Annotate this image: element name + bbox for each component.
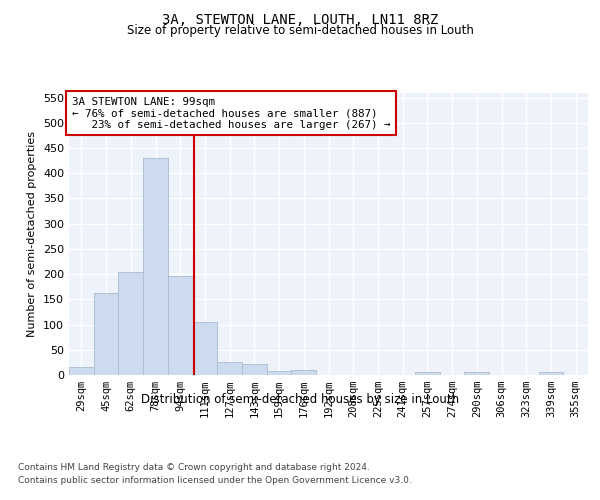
Bar [143, 158, 168, 375]
Text: 3A, STEWTON LANE, LOUTH, LN11 8RZ: 3A, STEWTON LANE, LOUTH, LN11 8RZ [162, 12, 438, 26]
Text: Distribution of semi-detached houses by size in Louth: Distribution of semi-detached houses by … [141, 392, 459, 406]
Bar [94, 293, 118, 375]
Text: Size of property relative to semi-detached houses in Louth: Size of property relative to semi-detach… [127, 24, 473, 37]
Bar [464, 372, 489, 375]
Bar [415, 372, 440, 375]
Text: Contains HM Land Registry data © Crown copyright and database right 2024.: Contains HM Land Registry data © Crown c… [18, 462, 370, 471]
Bar [217, 362, 242, 375]
Bar [242, 364, 267, 375]
Bar [118, 272, 143, 375]
Bar [292, 370, 316, 375]
Bar [193, 322, 217, 375]
Y-axis label: Number of semi-detached properties: Number of semi-detached properties [28, 130, 37, 337]
Text: Contains public sector information licensed under the Open Government Licence v3: Contains public sector information licen… [18, 476, 412, 485]
Bar [267, 372, 292, 375]
Bar [168, 276, 193, 375]
Bar [69, 368, 94, 375]
Text: 3A STEWTON LANE: 99sqm
← 76% of semi-detached houses are smaller (887)
   23% of: 3A STEWTON LANE: 99sqm ← 76% of semi-det… [71, 96, 390, 130]
Bar [539, 372, 563, 375]
